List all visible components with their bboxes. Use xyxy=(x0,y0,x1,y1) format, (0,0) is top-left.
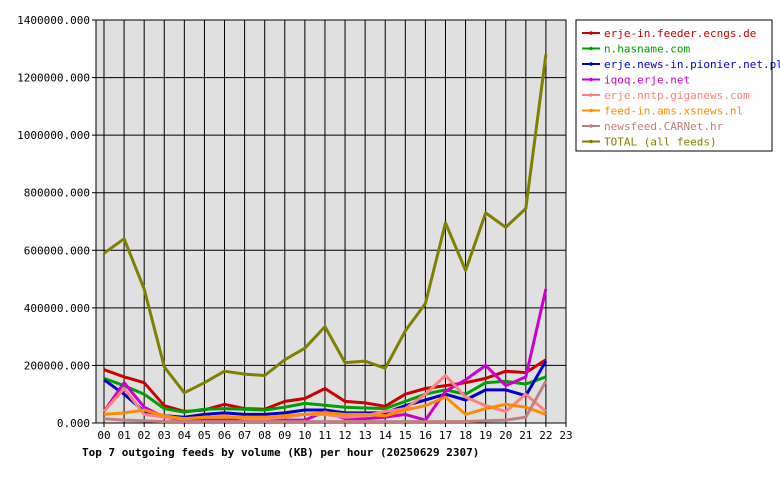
y-tick-label: 0.000 xyxy=(57,417,90,430)
y-tick-label: 1200000.000 xyxy=(17,72,90,85)
x-tick-label: 10 xyxy=(298,429,311,442)
y-tick-label: 200000.000 xyxy=(24,359,90,372)
x-tick-label: 21 xyxy=(519,429,532,442)
y-axis-ticks: 0.000 200000.000 400000.000 600000.000 80000… xyxy=(17,14,96,430)
series-lines xyxy=(102,54,548,424)
x-tick-label: 22 xyxy=(539,429,552,442)
chart-title: Top 7 outgoing feeds by volume (KB) per … xyxy=(82,446,479,459)
legend-label: iqoq.erje.net xyxy=(604,74,690,87)
x-tick-label: 07 xyxy=(238,429,251,442)
x-tick-label: 20 xyxy=(499,429,512,442)
series-line-5 xyxy=(103,395,547,421)
y-tick-label: 1400000.000 xyxy=(17,14,90,27)
x-tick-label: 19 xyxy=(479,429,492,442)
legend-label: erje-in.feeder.ecngs.de xyxy=(604,27,756,40)
x-tick-label: 17 xyxy=(439,429,452,442)
legend: erje-in.feeder.ecngs.de n.hasname.com erje… xyxy=(575,19,780,152)
y-tick-label: 1000000.000 xyxy=(17,129,90,142)
y-tick-label: 400000.000 xyxy=(24,302,90,315)
x-tick-label: 00 xyxy=(97,429,110,442)
legend-swatch-marker xyxy=(589,31,593,35)
x-tick-label: 08 xyxy=(258,429,271,442)
x-tick-label: 13 xyxy=(359,429,372,442)
legend-label: erje.news-in.pionier.net.pl xyxy=(604,58,780,71)
legend-label: erje.nntp.giganews.com xyxy=(604,89,750,102)
x-tick-label: 02 xyxy=(138,429,151,442)
x-tick-label: 16 xyxy=(419,429,432,442)
x-axis-ticks: 00 01 02 03 04 05 06 07 08 09 10 11 12 13 14 15 16 17 18 19… xyxy=(97,423,573,442)
grid xyxy=(96,19,567,424)
x-tick-label: 05 xyxy=(198,429,211,442)
legend-swatch-marker xyxy=(589,108,593,113)
series-line-6 xyxy=(103,380,548,424)
y-tick-label: 600000.000 xyxy=(24,244,90,257)
legend-swatch-marker xyxy=(589,139,593,144)
legend-label: n.hasname.com xyxy=(604,43,690,56)
legend-box xyxy=(575,19,773,152)
x-tick-label: 04 xyxy=(178,429,192,442)
legend-label: newsfeed.CARNet.hr xyxy=(604,120,724,133)
legend-label: TOTAL (all feeds) xyxy=(604,136,717,149)
legend-label: feed-in.ams.xsnews.nl xyxy=(604,105,743,118)
legend-swatch-marker xyxy=(589,93,593,97)
x-tick-label: 18 xyxy=(459,429,472,442)
series-line-7 xyxy=(103,54,548,395)
x-tick-label: 12 xyxy=(338,429,351,442)
x-tick-label: 15 xyxy=(399,429,412,442)
legend-swatch-marker xyxy=(589,77,593,82)
x-tick-label: 01 xyxy=(117,429,130,442)
x-tick-label: 03 xyxy=(158,429,171,442)
x-tick-label: 14 xyxy=(379,429,393,442)
x-tick-label: 06 xyxy=(218,429,231,442)
plot-background xyxy=(95,19,567,424)
series-line-1 xyxy=(103,375,547,414)
x-tick-label: 09 xyxy=(278,429,291,442)
x-tick-label: 11 xyxy=(318,429,331,442)
x-tick-label: 23 xyxy=(559,429,572,442)
legend-swatch-marker xyxy=(589,124,593,128)
legend-swatch-marker xyxy=(589,62,593,66)
legend-swatch-marker xyxy=(589,46,593,51)
y-tick-label: 800000.000 xyxy=(24,187,90,200)
